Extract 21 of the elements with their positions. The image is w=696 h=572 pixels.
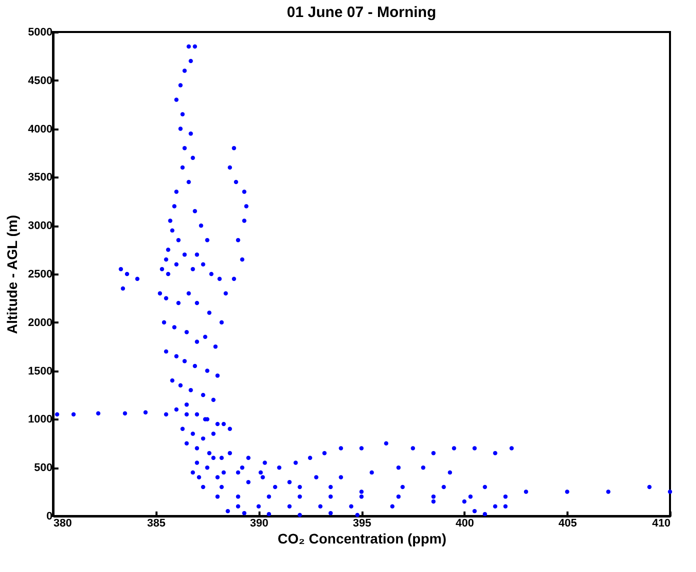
y-tick-label: 1000 — [28, 414, 52, 426]
x-tick-label: 395 — [352, 518, 372, 530]
y-tick-label: 3000 — [28, 220, 52, 232]
y-tick-label: 0 — [46, 510, 52, 522]
x-tick-label: 385 — [147, 518, 166, 530]
y-tick-label: 4000 — [28, 123, 52, 136]
x-tick-label: 390 — [250, 518, 268, 530]
x-tick-label: 405 — [558, 518, 577, 530]
x-axis-title: CO₂ Concentration (ppm) — [278, 530, 446, 546]
y-tick-label: 1500 — [28, 365, 52, 378]
y-tick-label: 3500 — [28, 172, 52, 184]
y-tick-label: 5000 — [28, 26, 52, 38]
y-tick-label: 500 — [34, 462, 52, 474]
x-tick-label: 400 — [456, 518, 474, 530]
y-tick-label: 2500 — [28, 268, 52, 280]
x-tick-label: 410 — [652, 518, 670, 530]
y-axis-title: Altitude - AGL (m) — [4, 215, 20, 334]
x-tick-label: 380 — [54, 518, 72, 530]
y-tick-label: 4500 — [28, 74, 52, 87]
y-tick-label: 2000 — [28, 316, 52, 329]
chart-title: 01 June 07 - Morning — [286, 4, 436, 21]
